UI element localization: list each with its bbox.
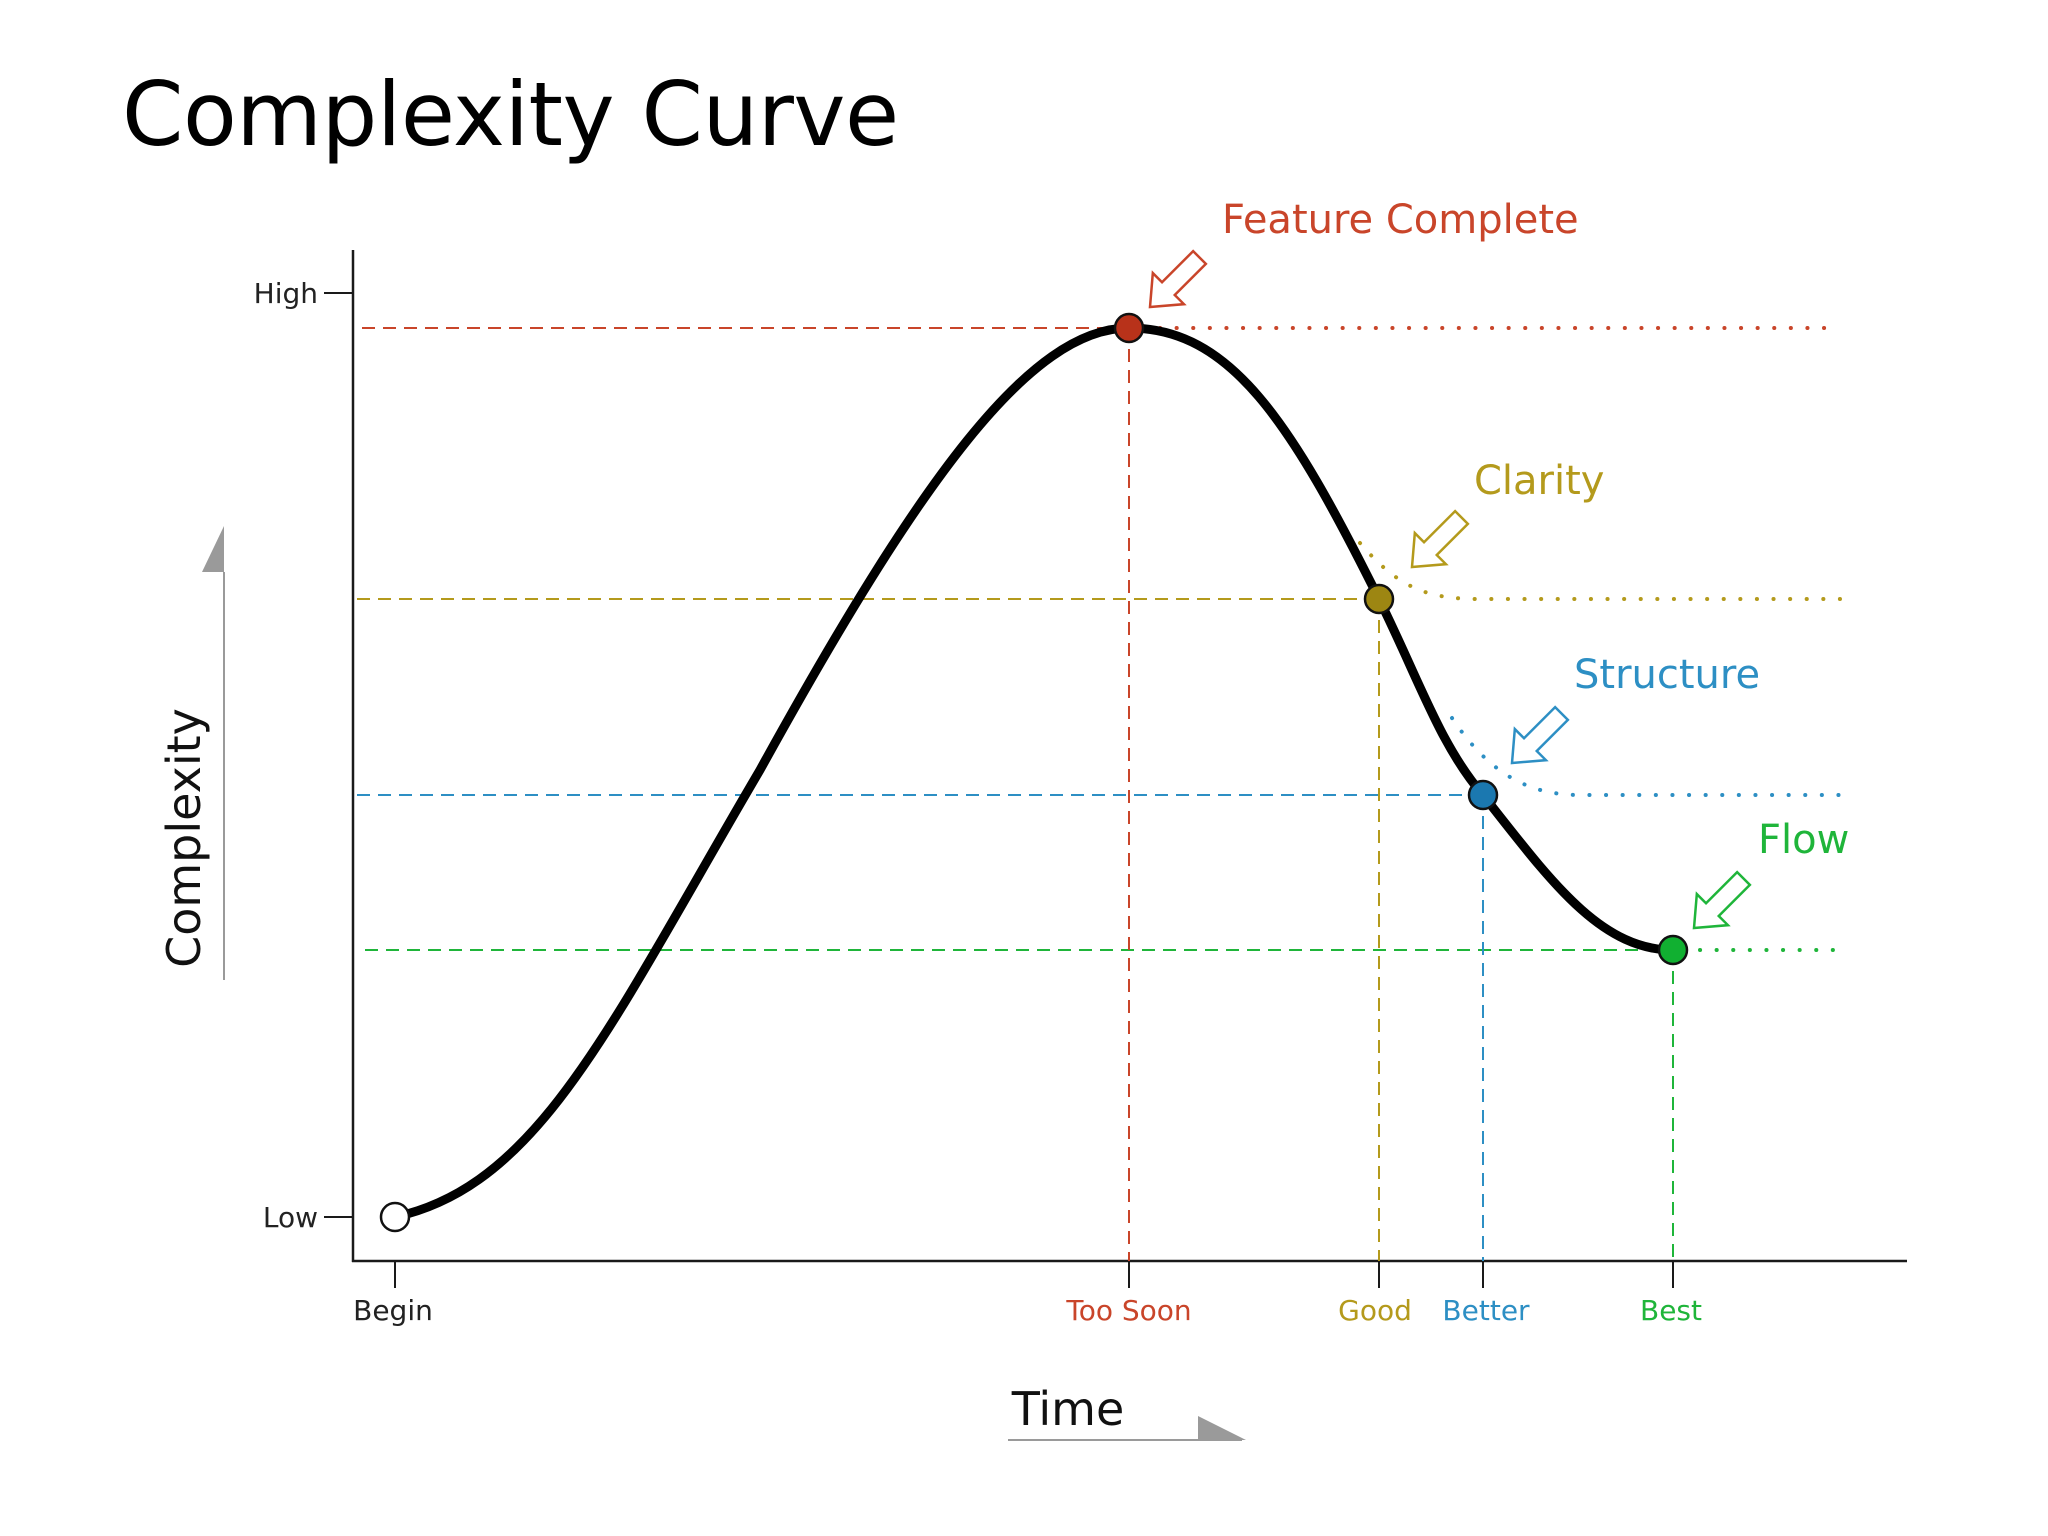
y-axis-title: Complexity [157,708,211,968]
x-tick-label-begin: Begin [353,1294,433,1327]
arrow-flow-icon [1692,870,1752,930]
start-point [379,1201,411,1233]
x-axis-arrow-icon [1198,1416,1246,1440]
callout-feature-complete: Feature Complete [1222,197,1579,243]
page-title: Complexity Curve [122,63,899,166]
point-clarity [1363,583,1395,615]
x-axis-title: Time [1011,1382,1125,1436]
point-feature-complete [1113,312,1145,344]
x-tick-label-too-soon: Too Soon [1065,1294,1191,1327]
arrow-clarity-icon [1410,509,1470,569]
callout-clarity: Clarity [1474,458,1604,504]
plateau-clarity [1358,541,1842,601]
x-tick-label-good: Good [1338,1294,1412,1327]
point-structure [1467,779,1499,811]
y-tick-label-low: Low [263,1201,318,1234]
callout-structure: Structure [1574,652,1760,698]
callout-flow: Flow [1758,817,1849,863]
arrow-structure-icon [1510,705,1570,765]
arrow-feature-complete-icon [1148,249,1208,309]
x-tick-label-better: Better [1442,1294,1530,1327]
plateau-structure [1450,716,1842,797]
x-tick-label-best: Best [1640,1294,1702,1327]
y-tick-label-high: High [254,277,318,310]
point-flow [1657,934,1689,966]
y-axis-arrow-icon [202,526,224,572]
